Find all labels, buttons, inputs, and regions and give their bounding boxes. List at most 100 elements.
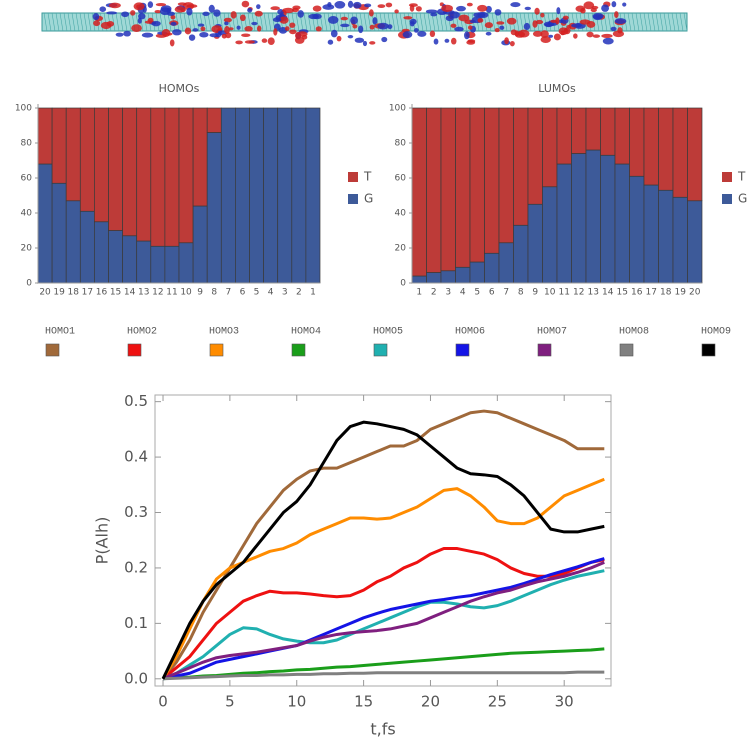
bar-segment [600, 107, 616, 156]
x-tick-label: 2 [296, 288, 302, 298]
series-line [161, 409, 605, 680]
strand-blob [208, 4, 215, 13]
strand-blob [347, 0, 354, 8]
lattice-line [119, 12, 124, 32]
strand-blob [340, 16, 348, 21]
strand-blob [166, 7, 172, 14]
bar-segment [643, 184, 659, 284]
strand-blob [433, 38, 439, 45]
legend-label: HOMO2 [127, 327, 157, 338]
strand-blob [312, 13, 322, 20]
bar-segment [658, 189, 674, 284]
lattice-line [187, 12, 192, 32]
bar-segment [498, 107, 514, 244]
strand-blob [270, 6, 280, 11]
legend-label: HOMO6 [455, 327, 485, 338]
lattice-line [487, 12, 492, 32]
strand-blob [199, 31, 209, 38]
strand-blob [535, 19, 544, 25]
strand-blob [123, 30, 131, 37]
x-tick-label: 10 [287, 693, 306, 711]
legend-swatch [291, 343, 306, 357]
strand-blob [377, 4, 386, 8]
strand-blob [601, 33, 613, 39]
lattice-line [671, 12, 676, 32]
x-tick-label: 6 [240, 288, 246, 298]
series-line [161, 420, 605, 680]
strand-blob [141, 32, 154, 38]
y-tick-label: 40 [395, 209, 407, 219]
strand-blob [477, 4, 488, 12]
strand-blob [377, 22, 389, 30]
bar-segment [629, 107, 645, 177]
lattice-line [295, 12, 300, 32]
bar-segment [291, 107, 307, 284]
strand-blob [154, 9, 162, 14]
strand-blob [172, 29, 182, 36]
strand-blob [251, 21, 258, 26]
strand-blob [186, 4, 198, 8]
strand-blob [155, 3, 167, 7]
strand-blob [611, 1, 617, 8]
strand-blob [583, 1, 595, 10]
x-tick-label: 15 [354, 693, 373, 711]
x-tick-label: 9 [532, 288, 538, 298]
lattice-line [87, 12, 92, 32]
strand-blob [458, 14, 470, 22]
x-tick-label: 8 [518, 288, 524, 298]
strand-blob [586, 21, 596, 28]
lattice-line [655, 12, 660, 32]
strand-blob [256, 4, 261, 10]
legend-label: G [364, 192, 373, 206]
strand-blob [186, 7, 193, 16]
bar-segment [426, 272, 442, 284]
strand-blob [169, 39, 175, 47]
bar-segment [440, 270, 456, 284]
strand-blob [494, 9, 502, 16]
lattice-line [391, 12, 396, 32]
bar-segment [600, 154, 616, 284]
strand-blob [622, 2, 627, 7]
lattice-line [55, 12, 60, 32]
legend-label: HOMO5 [373, 327, 403, 338]
strand-blob [562, 15, 569, 20]
x-tick-label: 12 [152, 288, 163, 298]
strand-blob [369, 24, 375, 30]
lattice-line [643, 12, 648, 32]
legend-swatch [373, 343, 388, 357]
x-tick-label: 15 [110, 288, 121, 298]
strand-blob [614, 11, 619, 19]
lattice-line [635, 12, 640, 32]
bar-segment [687, 200, 703, 284]
lattice-line [439, 12, 444, 32]
strand-blob [429, 30, 436, 38]
lattice-line [291, 12, 296, 32]
x-tick-label: 7 [503, 288, 509, 298]
x-tick-label: 17 [82, 288, 93, 298]
strand-blob [484, 22, 493, 29]
bar-segment [150, 245, 166, 284]
bar-segment [108, 230, 123, 284]
legend-label: HOMO7 [537, 327, 567, 338]
x-tick-label: 4 [460, 288, 466, 298]
y-tick-label: 100 [15, 104, 32, 114]
bar-segment [220, 107, 236, 284]
x-tick-label: 0 [158, 693, 168, 711]
lattice-line [59, 12, 64, 32]
legend-swatch [455, 343, 470, 357]
strand-blob [504, 37, 509, 45]
lattice-line [203, 12, 208, 32]
strand-blob [184, 27, 192, 35]
strand-blob [558, 19, 564, 23]
bar-segment [527, 203, 543, 284]
x-tick-label: 15 [617, 288, 628, 298]
dna-strands [92, 0, 627, 47]
bar-segment [65, 107, 81, 202]
legend-swatch [537, 343, 552, 357]
bar-segment [542, 186, 558, 284]
bar-segment [206, 107, 222, 133]
lattice-line [343, 12, 348, 32]
strand-blob [192, 28, 199, 32]
y-tick-label: 80 [395, 139, 407, 149]
lattice-line [423, 12, 428, 32]
